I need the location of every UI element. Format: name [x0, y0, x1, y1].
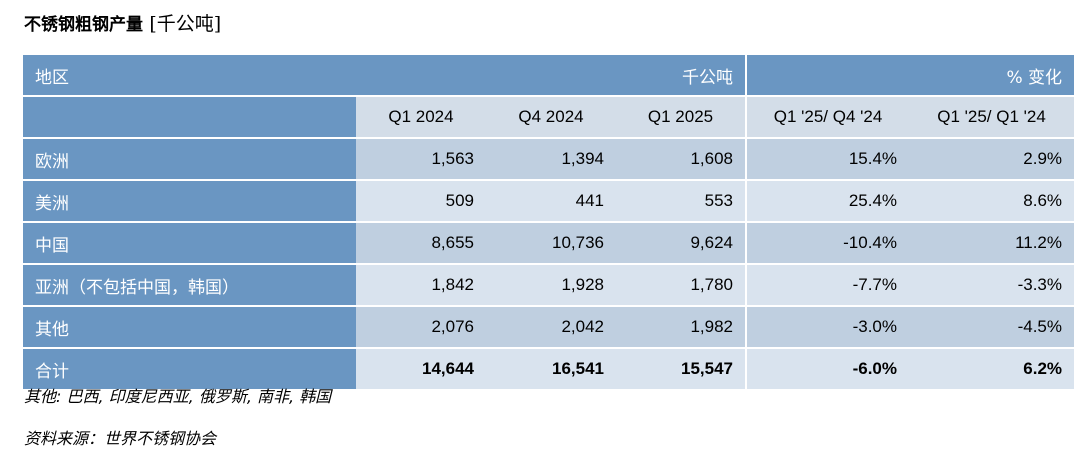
- cell-value: 2.9%: [909, 138, 1075, 181]
- column-header: Q1 '25/ Q4 '24: [746, 96, 910, 139]
- table-row: 中国 8,655 10,736 9,624 -10.4% 11.2%: [23, 222, 1075, 265]
- cell-value: 9,624: [616, 222, 748, 265]
- region-name: 亚洲（不包括中国，韩国）: [23, 264, 356, 307]
- others-footnote: 其他: 巴西, 印度尼西亚, 俄罗斯, 南非, 韩国: [24, 387, 332, 406]
- total-value: 14,644: [356, 348, 486, 391]
- header-unit: 千公吨: [616, 55, 748, 97]
- total-value: 6.2%: [909, 348, 1075, 391]
- column-header: Q1 2025: [616, 96, 748, 139]
- table-row: 美洲 509 441 553 25.4% 8.6%: [23, 180, 1075, 223]
- cell-value: 2,076: [356, 306, 486, 349]
- cell-value: 1,394: [486, 138, 617, 181]
- region-name: 中国: [23, 222, 356, 265]
- cell-value: 1,608: [616, 138, 748, 181]
- region-name: 欧洲: [23, 138, 356, 181]
- table-row: 亚洲（不包括中国，韩国） 1,842 1,928 1,780 -7.7% -3.…: [23, 264, 1075, 307]
- region-name: 美洲: [23, 180, 356, 223]
- cell-value: -10.4%: [746, 222, 910, 265]
- cell-value: -3.3%: [909, 264, 1075, 307]
- cell-value: 11.2%: [909, 222, 1075, 265]
- source-footnote: 资料来源：世界不锈钢协会: [24, 429, 217, 448]
- title-main: 不锈钢粗钢产量: [24, 15, 143, 35]
- region-name: 其他: [23, 306, 356, 349]
- cell-value: 8.6%: [909, 180, 1075, 223]
- cell-value: 2,042: [486, 306, 617, 349]
- table-row: 欧洲 1,563 1,394 1,608 15.4% 2.9%: [23, 138, 1075, 181]
- cell-value: 15.4%: [746, 138, 910, 181]
- cell-value: -4.5%: [909, 306, 1075, 349]
- column-header-empty: [23, 96, 356, 139]
- total-value: 16,541: [486, 348, 617, 391]
- table-row: 其他 2,076 2,042 1,982 -3.0% -4.5%: [23, 306, 1075, 349]
- total-row: 合计 14,644 16,541 15,547 -6.0% 6.2%: [23, 348, 1075, 391]
- cell-value: 1,982: [616, 306, 748, 349]
- total-value: -6.0%: [746, 348, 910, 391]
- cell-value: 441: [486, 180, 617, 223]
- cell-value: 553: [616, 180, 748, 223]
- cell-value: -3.0%: [746, 306, 910, 349]
- cell-value: 8,655: [356, 222, 486, 265]
- header-pct-change: % 变化: [746, 55, 1075, 97]
- total-label: 合计: [23, 348, 356, 391]
- header-region: 地区: [23, 55, 617, 97]
- cell-value: 1,780: [616, 264, 748, 307]
- column-header: Q1 2024: [356, 96, 486, 139]
- cell-value: 1,563: [356, 138, 486, 181]
- total-value: 15,547: [616, 348, 748, 391]
- column-header-row: Q1 2024 Q4 2024 Q1 2025 Q1 '25/ Q4 '24 Q…: [23, 96, 1075, 139]
- cell-value: 10,736: [486, 222, 617, 265]
- cell-value: 509: [356, 180, 486, 223]
- column-header: Q4 2024: [486, 96, 617, 139]
- title-unit: [千公吨]: [149, 13, 222, 35]
- cell-value: 1,928: [486, 264, 617, 307]
- production-table: 地区 千公吨 % 变化 Q1 2024 Q4 2024 Q1 2025 Q1 '…: [23, 55, 1075, 391]
- cell-value: 25.4%: [746, 180, 910, 223]
- page-title: 不锈钢粗钢产量 [千公吨]: [24, 6, 221, 40]
- cell-value: -7.7%: [746, 264, 910, 307]
- cell-value: 1,842: [356, 264, 486, 307]
- column-header: Q1 '25/ Q1 '24: [909, 96, 1075, 139]
- table-header-row: 地区 千公吨 % 变化: [23, 55, 1075, 97]
